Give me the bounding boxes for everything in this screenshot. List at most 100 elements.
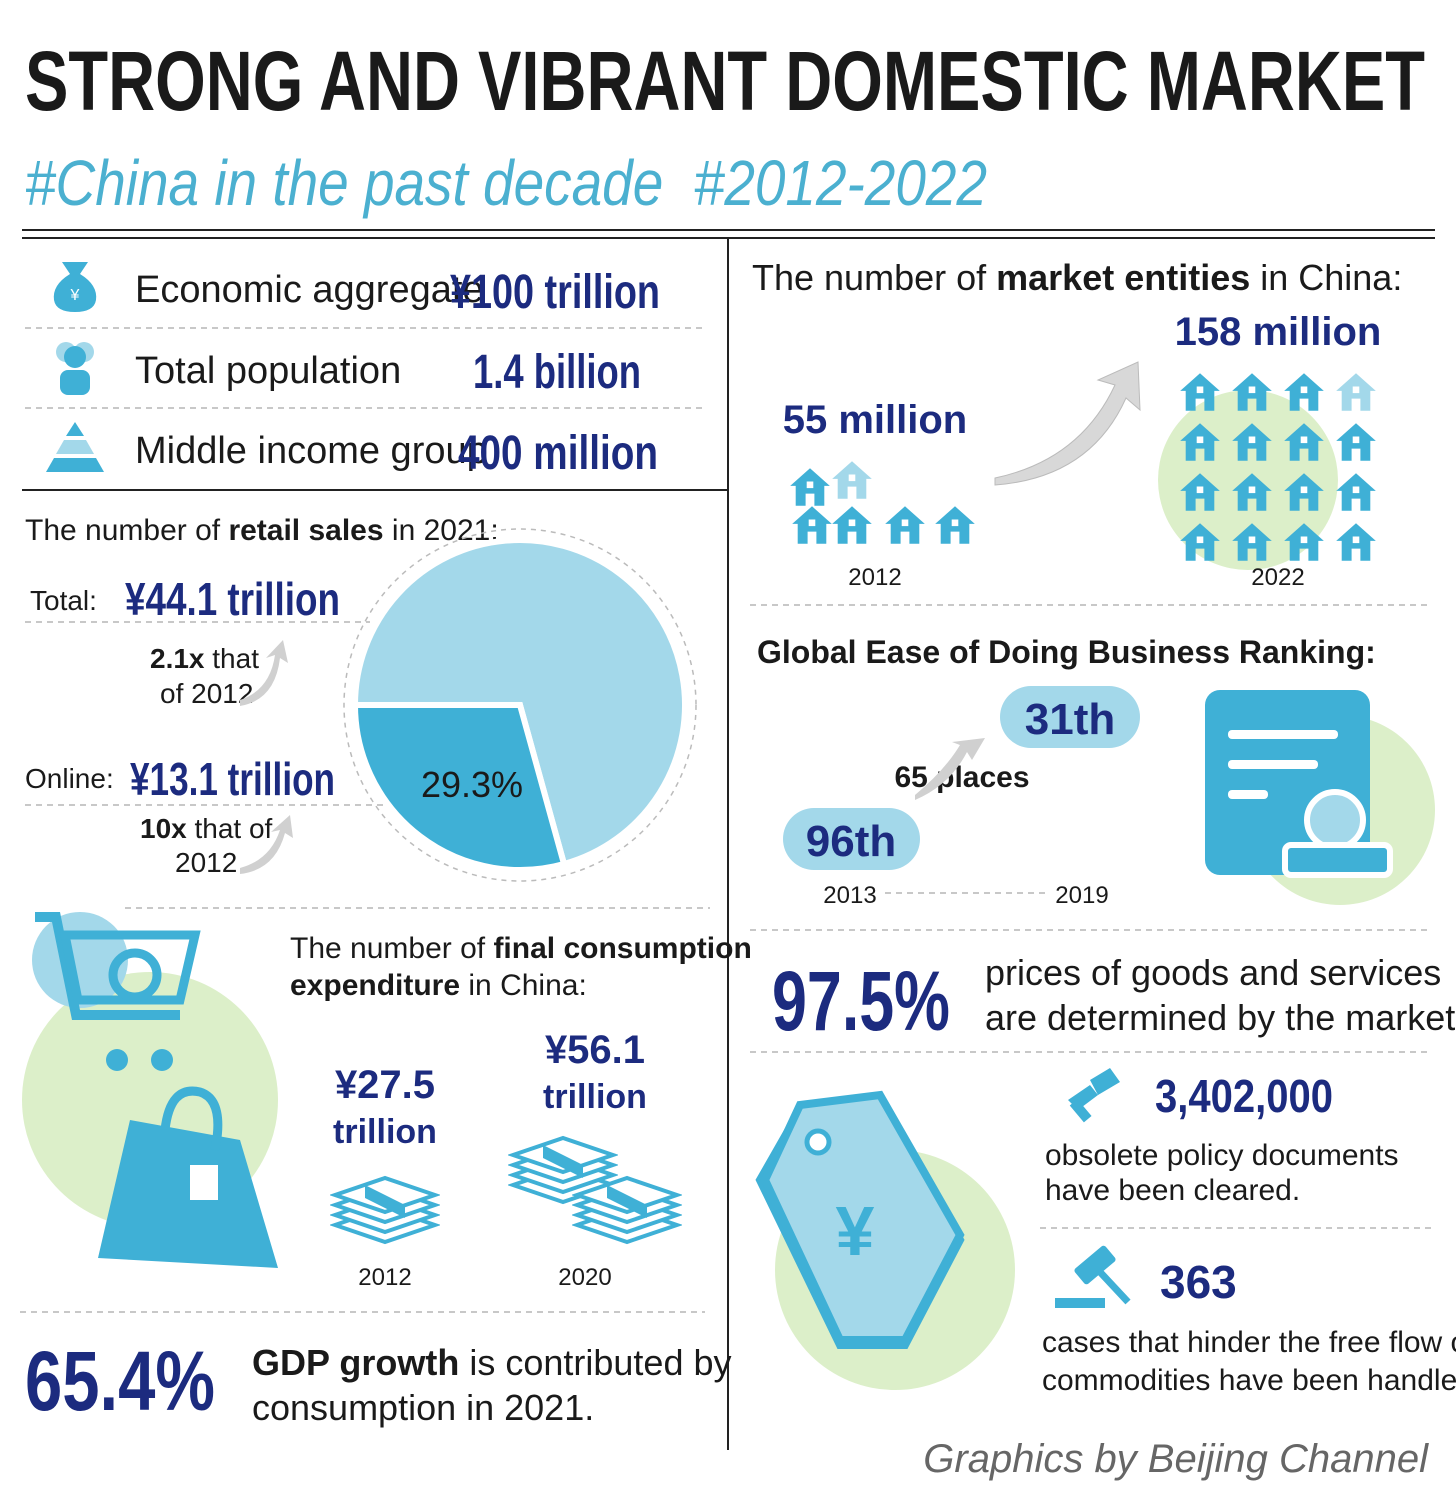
- arrow: [240, 815, 293, 874]
- house-icon: [1336, 423, 1376, 461]
- consumption-section: The number of final consumption expendit…: [22, 907, 752, 1291]
- text: in 2021:: [384, 514, 499, 547]
- house-icon: [792, 506, 832, 544]
- house-icon: [885, 506, 925, 544]
- text: in China:: [460, 969, 587, 1002]
- gdp-text: GDP growth is contributed by: [252, 1342, 732, 1383]
- overview-label: Total population: [135, 350, 401, 392]
- pyramid-icon: [46, 458, 104, 472]
- online-label: Online:: [25, 763, 114, 794]
- text-bold: final consumption: [493, 932, 751, 965]
- total-note: of 2012: [160, 678, 253, 709]
- year-label: 2012: [358, 1264, 411, 1291]
- year-label: 2022: [1251, 564, 1304, 591]
- money-bag-icon: [53, 262, 97, 312]
- house-icon: [832, 506, 872, 544]
- arrow: [240, 640, 288, 706]
- house-icon: [790, 468, 830, 506]
- pie-label: 29.3%: [421, 764, 523, 805]
- cart-icon: [35, 912, 180, 1020]
- text: The number of: [290, 932, 493, 965]
- tag-icon: [760, 1090, 965, 1344]
- documents-text: obsolete policy documents: [1045, 1139, 1399, 1172]
- market-entities-section: The number of market entities in China: …: [750, 257, 1430, 606]
- consumption-unit: trillion: [333, 1113, 437, 1151]
- total-label: Total:: [30, 585, 97, 616]
- documents-text: have been cleared.: [1045, 1174, 1300, 1207]
- text-bold: expenditure: [290, 969, 460, 1002]
- pie-outline: [343, 528, 697, 882]
- consumption-intro: expenditure in China:: [290, 969, 587, 1002]
- text-bold: 2.1x: [150, 643, 205, 674]
- bag-handle: [160, 1086, 223, 1151]
- text: that: [205, 643, 260, 674]
- document-line: [1228, 730, 1338, 739]
- consumption-intro: The number of final consumption: [290, 932, 752, 965]
- text-bold: 10x: [140, 813, 187, 844]
- year-label: 2020: [558, 1264, 611, 1291]
- text: is contributed by: [459, 1342, 731, 1383]
- prices-section: 97.5% prices of goods and services are d…: [750, 952, 1456, 1053]
- documents-value: 3,402,000: [1155, 1070, 1333, 1122]
- entities-value: 158 million: [1175, 310, 1382, 354]
- gdp-text: consumption in 2021.: [252, 1387, 594, 1428]
- rank-value: 96th: [806, 817, 896, 866]
- house-icon: [1336, 473, 1376, 511]
- year-label: 2013: [823, 882, 876, 909]
- rank-change: 65 places: [894, 761, 1029, 794]
- document-line: [1228, 760, 1318, 769]
- bag-icon: [98, 1120, 278, 1268]
- credit: Graphics by Beijing Channel: [923, 1437, 1429, 1481]
- prices-text: prices of goods and services: [985, 952, 1441, 993]
- bag-tag: [190, 1165, 218, 1200]
- text: The number of: [752, 257, 996, 298]
- stamp-icon: [1282, 842, 1393, 878]
- document-line: [1228, 790, 1268, 799]
- cart-icon: [108, 948, 162, 1002]
- cart-wheel: [151, 1049, 173, 1071]
- icon-glyph: ¥: [70, 287, 80, 304]
- cart-wheel: [106, 1049, 128, 1071]
- reform-section: ¥ 3,402,000 obsolete policy documents ha…: [755, 1068, 1456, 1397]
- overview-label: Middle income group: [135, 430, 488, 472]
- consumption-value: ¥27.5: [335, 1063, 435, 1107]
- stamp-icon: [1069, 1099, 1092, 1123]
- text: that of: [187, 813, 273, 844]
- prices-text: are determined by the market.: [985, 997, 1456, 1038]
- overview-value: 1.4 billion: [473, 346, 641, 399]
- tag-hole: [804, 1128, 832, 1156]
- stamp-icon: [1304, 789, 1366, 851]
- rank-pill: [783, 808, 920, 870]
- gdp-section: 65.4% GDP growth is contributed by consu…: [20, 1311, 732, 1428]
- house-icon: [1284, 373, 1324, 411]
- overview-value: 400 million: [458, 427, 658, 480]
- gavel-icon: [1097, 1269, 1131, 1305]
- rank-value: 31th: [1025, 695, 1115, 744]
- text-bold: GDP growth: [252, 1342, 459, 1383]
- cases-value: 363: [1160, 1256, 1237, 1308]
- rank-pill: [1000, 686, 1140, 748]
- pie-slice: [351, 702, 568, 873]
- gdp-value: 65.4%: [25, 1334, 215, 1428]
- house-icon: [935, 506, 975, 544]
- entities-intro: The number of market entities in China:: [752, 257, 1402, 298]
- text-bold: market entities: [996, 257, 1250, 298]
- overview-value: ¥100 trillion: [450, 266, 660, 319]
- arrow: [915, 738, 985, 800]
- overview-label: Economic aggregate: [135, 269, 484, 311]
- house-icon: [1336, 373, 1376, 411]
- total-note: 2.1x that: [150, 643, 259, 674]
- subtitle: #China in the past decade #2012-2022: [25, 147, 987, 219]
- total-value: ¥44.1 trillion: [125, 573, 340, 625]
- pyramid-icon: [56, 440, 94, 454]
- house-icon: [1336, 523, 1376, 561]
- title: STRONG AND VIBRANT DOMESTIC MARKET: [25, 34, 1425, 128]
- ranking-section: Global Ease of Doing Business Ranking: 3…: [750, 634, 1435, 931]
- gavel-icon: [1055, 1298, 1105, 1308]
- ranking-title: Global Ease of Doing Business Ranking:: [757, 634, 1376, 670]
- people-icon: [64, 346, 86, 368]
- consumption-unit: trillion: [543, 1078, 647, 1116]
- retail-intro: The number of retail sales in 2021:: [25, 514, 499, 547]
- cart-icon: [59, 930, 201, 1005]
